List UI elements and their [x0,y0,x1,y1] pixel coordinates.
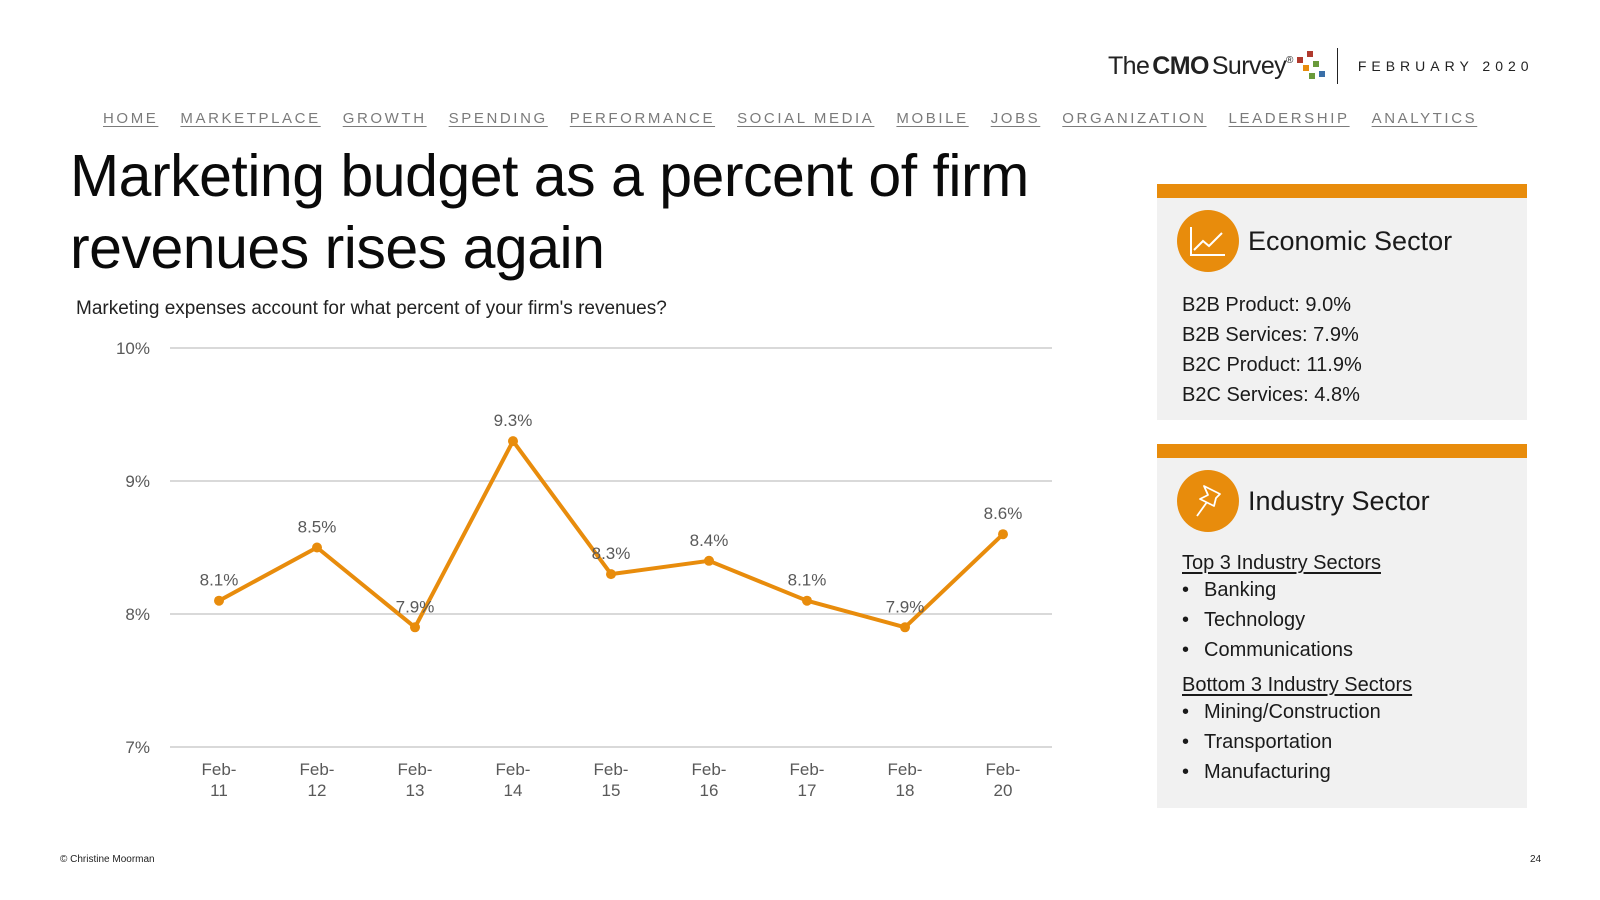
x-tick-label: Feb-11 [202,760,237,800]
data-label: 8.1% [788,571,827,590]
x-tick-label: Feb-14 [496,760,531,800]
y-tick-label: 9% [125,472,150,491]
data-label: 8.3% [592,544,631,563]
top-sectors-heading: Top 3 Industry Sectors [1182,552,1381,574]
nav-organization[interactable]: ORGANIZATION [1062,110,1207,127]
data-label: 8.4% [690,531,729,550]
data-label: 9.3% [494,411,533,430]
survey-date: FEBRUARY 2020 [1357,58,1534,74]
data-point [312,542,322,553]
list-item: Communications [1182,635,1527,665]
x-tick-label: Feb-15 [594,760,629,800]
economic-sector-card: Economic Sector B2B Product: 9.0% B2B Se… [1157,184,1527,420]
economic-sector-header: Economic Sector [1157,198,1527,272]
nav-home[interactable]: HOME [103,110,159,127]
list-item: Technology [1182,605,1527,635]
data-label: 8.6% [984,504,1023,523]
data-point [606,569,616,580]
y-tick-label: 8% [125,605,150,624]
x-tick-label: Feb-18 [888,760,923,800]
bottom-sectors-heading: Bottom 3 Industry Sectors [1182,674,1413,696]
page-number: 24 [1530,854,1542,865]
data-point [410,622,420,633]
chart-data-labels: 8.1% 8.5% 7.9% 9.3% 8.3% 8.4% 8.1% 7.9% 8.6% [200,411,1023,616]
nav-mobile[interactable]: MOBILE [896,110,969,127]
x-tick-label: Feb-12 [300,760,335,800]
nav-marketplace[interactable]: MARKETPLACE [180,110,321,127]
x-tick-label: Feb-13 [398,760,433,800]
y-tick-label: 10% [116,339,150,358]
logo-dots-icon [1295,51,1327,81]
slide-title: Marketing budget as a percent of firm re… [70,143,1029,281]
chart-series [214,436,1008,633]
list-item: Banking [1182,575,1527,605]
line-chart: 7% 8% 9% 10% Feb-11 Feb-12 Feb-13 Feb-14 Feb-15… [116,339,1052,800]
data-point [214,595,224,606]
list-item: Manufacturing [1182,757,1527,787]
nav-social-media[interactable]: SOCIAL MEDIA [737,110,875,127]
bottom-sectors-list: Mining/Construction Transportation Manuf… [1157,697,1527,787]
nav-performance[interactable]: PERFORMANCE [569,110,716,127]
chart-gridlines [170,347,1052,748]
logo-text-cmo: CMO [1152,52,1209,80]
logo-text-survey: Survey [1211,52,1287,80]
brand-divider [1336,48,1338,84]
economic-sector-title: Economic Sector [1248,225,1453,256]
data-point [508,436,518,447]
logo-text-the: The [1108,52,1150,80]
data-point [704,555,714,566]
y-tick-label: 7% [125,738,150,757]
industry-sector-header: Industry Sector [1157,458,1527,532]
list-item: Mining/Construction [1182,697,1527,727]
x-tick-label: Feb-16 [692,760,727,800]
line-chart-icon [1177,210,1239,272]
logo-registered-mark: ® [1286,55,1293,66]
x-tick-label: Feb-17 [790,760,825,800]
chart-x-axis: Feb-11 Feb-12 Feb-13 Feb-14 Feb-15 Feb-16 Feb-… [202,760,1021,800]
nav-leadership[interactable]: LEADERSHIP [1228,110,1350,127]
nav-analytics[interactable]: ANALYTICS [1371,110,1478,127]
x-tick-label: Feb-20 [986,760,1021,800]
data-point [998,529,1008,540]
list-item: Transportation [1182,727,1527,757]
pushpin-icon [1177,470,1239,532]
list-item: B2C Product: 11.9% [1182,354,1362,376]
top-sectors-list: Banking Technology Communications [1157,575,1527,665]
data-label: 7.9% [396,597,435,616]
cmo-survey-logo[interactable]: The CMO Survey ® [1108,51,1327,81]
brand-header: The CMO Survey ® FEBRUARY 2020 [1108,46,1534,86]
list-item: B2B Product: 9.0% [1182,294,1351,316]
nav-spending[interactable]: SPENDING [448,110,548,127]
survey-question: Marketing expenses account for what perc… [76,298,667,319]
list-item: B2B Services: 7.9% [1182,324,1359,346]
nav-growth[interactable]: GROWTH [342,110,427,127]
copyright: © Christine Moorman [60,854,155,865]
data-label: 8.5% [298,518,337,537]
data-label: 8.1% [200,571,239,590]
industry-sector-title: Industry Sector [1248,485,1430,516]
industry-sector-card: Industry Sector Top 3 Industry Sectors B… [1157,444,1527,808]
data-point [802,595,812,606]
section-nav: HOME MARKETPLACE GROWTH SPENDING PERFORM… [103,110,1499,127]
economic-sector-list: B2B Product: 9.0% B2B Services: 7.9% B2C… [1182,290,1527,410]
chart-y-axis: 7% 8% 9% 10% [116,339,150,757]
data-label: 7.9% [886,597,925,616]
nav-jobs[interactable]: JOBS [990,110,1041,127]
list-item: B2C Services: 4.8% [1182,384,1360,406]
data-point [900,622,910,633]
